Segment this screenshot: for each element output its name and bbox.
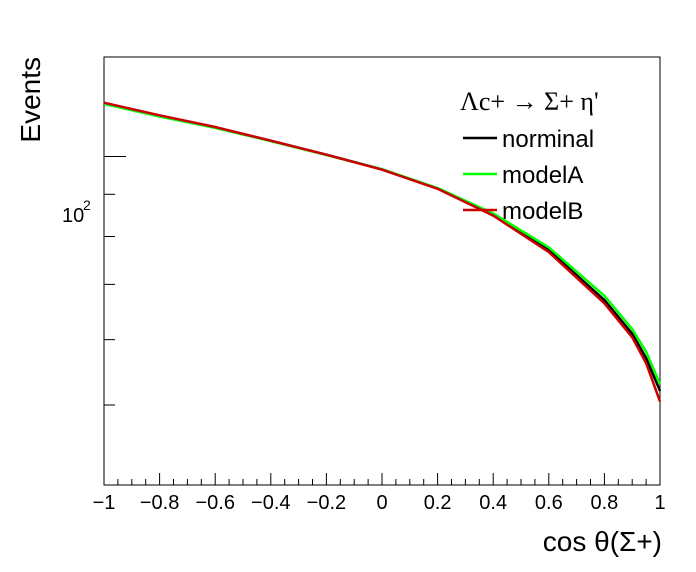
x-tick-label: −0.2 [307, 492, 346, 514]
y-tick-label-base: 10 [62, 205, 84, 227]
x-ticks [103, 473, 661, 485]
y-axis-title: Events [15, 57, 46, 143]
x-tick-label: 1 [654, 492, 665, 514]
y-minor-ticks [104, 156, 126, 486]
legend-entries: norminal modelA modelB [463, 126, 594, 225]
x-axis-title: cos θ(Σ+) [543, 526, 662, 557]
x-tick-label: 0.4 [479, 492, 507, 514]
legend-title: Λc+ → Σ+ η' [460, 87, 599, 116]
x-tick-label: 0.8 [590, 492, 618, 514]
legend: Λc+ → Σ+ η' norminal modelA modelB [460, 87, 599, 225]
x-tick-label: −0.6 [195, 492, 234, 514]
series-lines [103, 101, 662, 402]
x-tick-label: −0.4 [251, 492, 290, 514]
x-tick-label: −1 [93, 492, 116, 514]
x-tick-label: 0 [376, 492, 387, 514]
x-tick-label: 0.2 [424, 492, 452, 514]
legend-label-modelA: modelA [502, 162, 583, 189]
x-tick-label: 0.6 [535, 492, 563, 514]
y-major-tick-label: 10 2 [62, 197, 91, 227]
x-tick-label: −0.8 [140, 492, 179, 514]
series-line-modelB [103, 101, 662, 402]
legend-label-modelB: modelB [502, 198, 583, 225]
legend-label-norminal: norminal [502, 126, 594, 153]
y-tick-label-exponent: 2 [83, 197, 91, 213]
x-tick-labels: −1 −0.8 −0.6 −0.4 −0.2 0 0.2 0.4 0.6 0.8 1 [93, 492, 666, 514]
